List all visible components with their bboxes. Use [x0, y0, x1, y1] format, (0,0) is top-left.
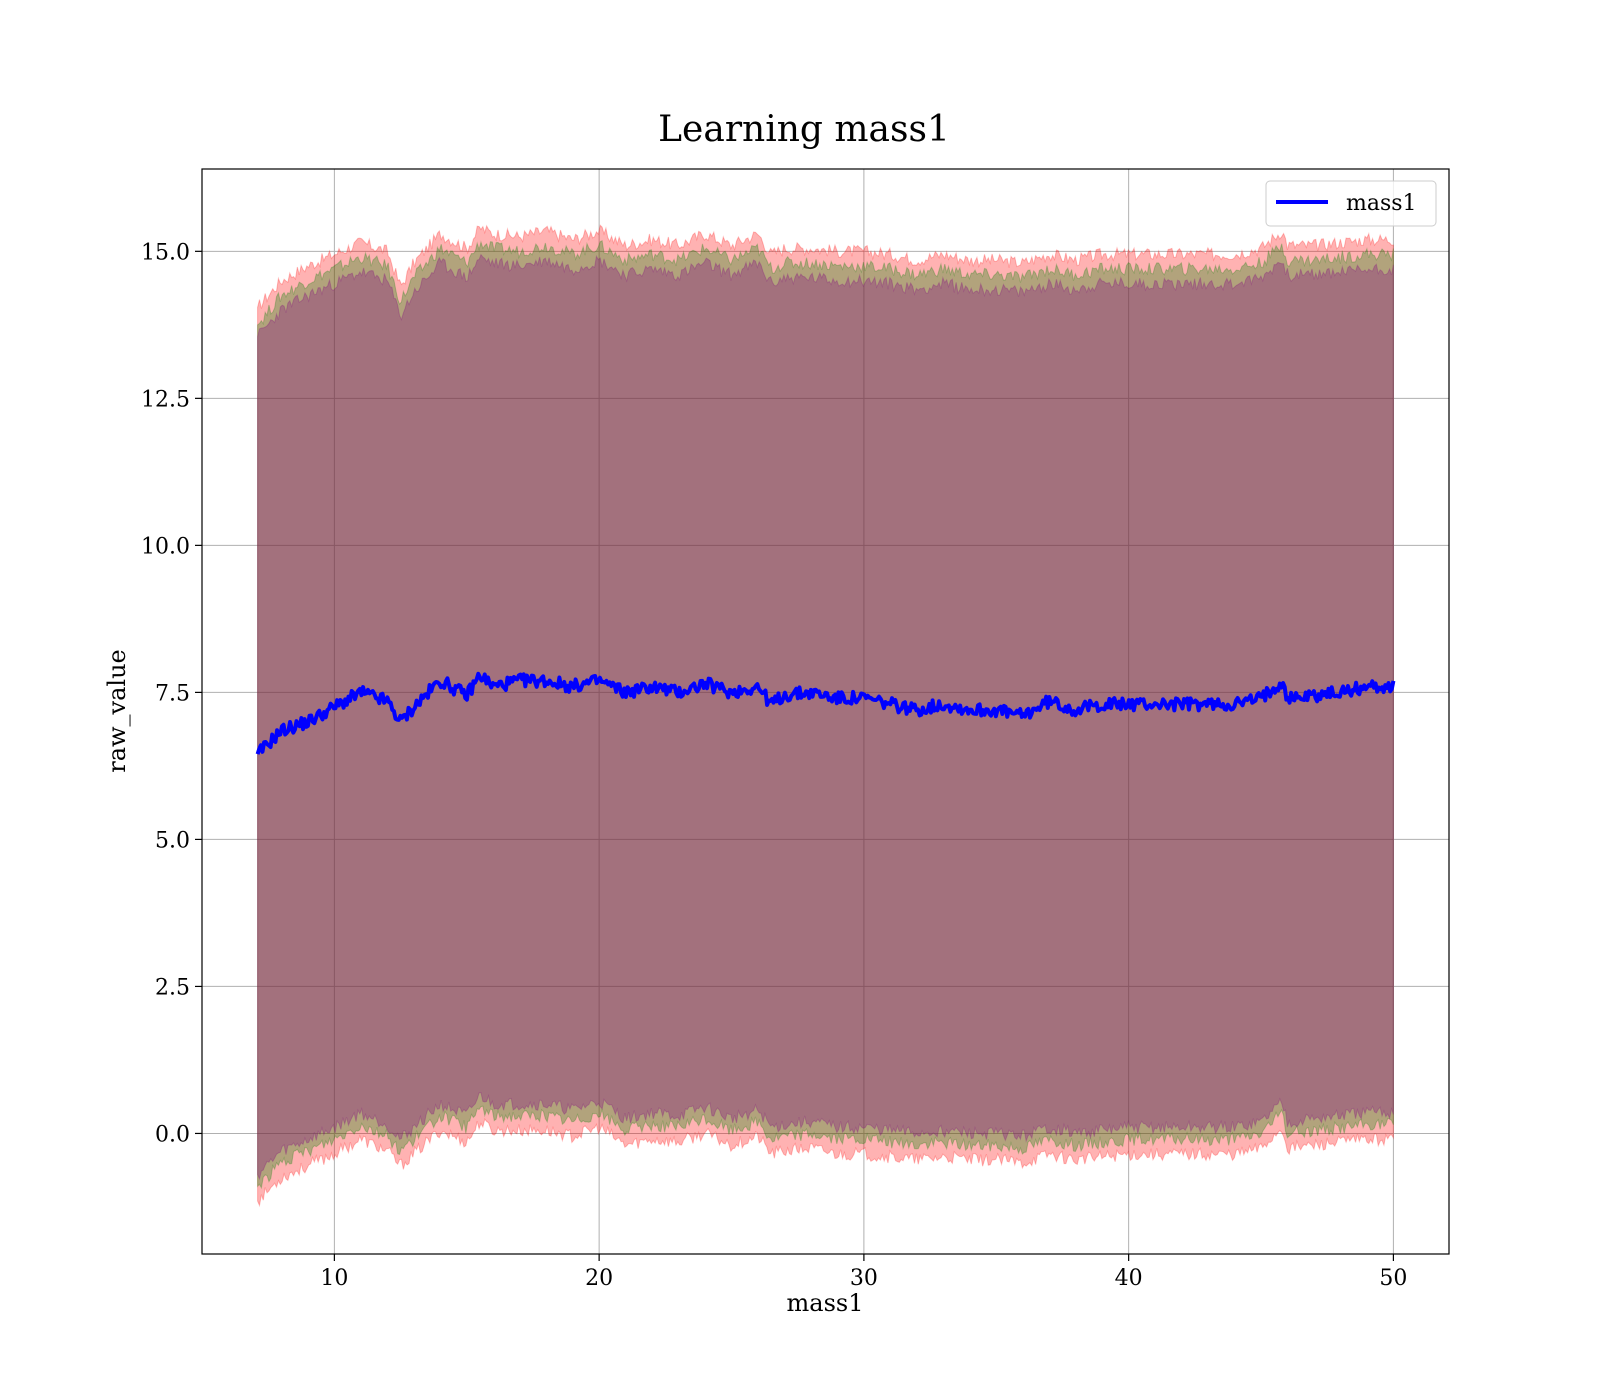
band-0 [257, 224, 1394, 1208]
y-tick-label-15: 15.0 [141, 240, 190, 265]
y-tick-label-0: 0.0 [155, 1122, 190, 1147]
band-1 [257, 240, 1394, 1190]
series-line-mass1 [255, 671, 1396, 755]
legend-label-mass1: mass1 [1346, 191, 1417, 216]
legend-box [1265, 180, 1437, 227]
y-tick-label-10: 10.0 [141, 534, 190, 559]
x-tick-label-10: 10 [320, 1266, 348, 1291]
y-tick-label-7.5: 7.5 [155, 681, 190, 706]
x-tick-label-20: 20 [585, 1266, 613, 1291]
x-tick-label-30: 30 [850, 1266, 878, 1291]
y-tick-label-5: 5.0 [155, 828, 190, 853]
legend: mass1 [1265, 180, 1437, 227]
series-lines [255, 671, 1396, 755]
x-axis-label: mass1 [787, 1289, 864, 1317]
band-2 [257, 253, 1394, 1181]
y-axis-label: raw_value [103, 649, 131, 773]
y-tick-label-2.5: 2.5 [155, 975, 190, 1000]
axis-ticks: 10 20 30 40 50 0.0 2.5 5.0 7.5 10.0 12.5 15.0 [141, 240, 1407, 1291]
chart-title: Learning mass1 [658, 109, 950, 150]
y-tick-label-12.5: 12.5 [141, 387, 190, 412]
confidence-bands [257, 224, 1394, 1208]
x-tick-label-40: 40 [1115, 1266, 1143, 1291]
x-tick-label-50: 50 [1379, 1266, 1407, 1291]
plot-frame [201, 168, 1450, 1255]
